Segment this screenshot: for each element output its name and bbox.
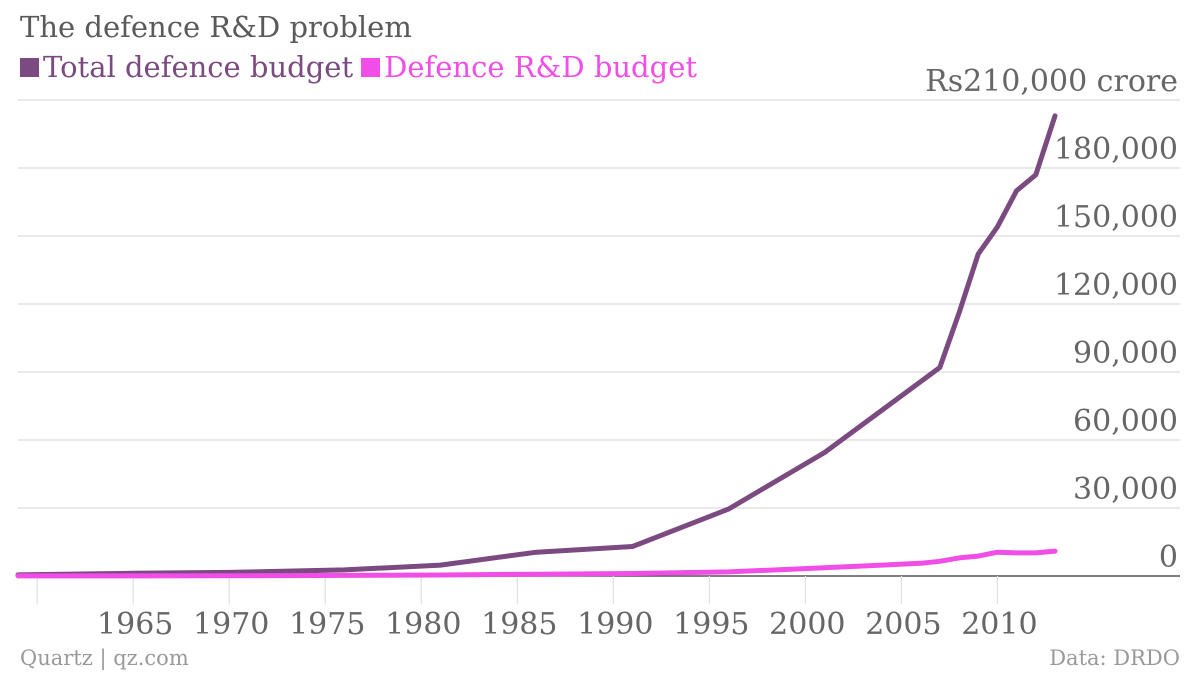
y-tick-label: 150,000: [1054, 200, 1178, 235]
legend-label-rd-budget: Defence R&D budget: [384, 50, 698, 84]
footer-source: Data: DRDO: [1049, 646, 1180, 670]
x-tick-label: 1965: [97, 607, 173, 642]
x-tick-label: 1970: [193, 607, 269, 642]
legend-item-total-budget: Total defence budget: [20, 50, 353, 84]
legend-label-total-budget: Total defence budget: [43, 50, 354, 84]
x-tick-label: 2010: [961, 607, 1037, 642]
x-tick-label: 1995: [673, 607, 749, 642]
y-tick-label: 60,000: [1073, 404, 1178, 439]
y-tick-label: 0: [1159, 540, 1178, 575]
y-tick-label: 180,000: [1054, 132, 1178, 167]
legend-swatch-total-budget: [20, 57, 39, 77]
series-line-rd-budget: [15, 548, 1058, 579]
x-tick-label: 1975: [289, 607, 365, 642]
x-tick-label: 1980: [385, 607, 461, 642]
legend-swatch-rd-budget: [361, 57, 381, 77]
series-line-total-budget: [15, 113, 1058, 578]
chart-title: The defence R&D problem: [20, 10, 412, 44]
y-tick-label: 30,000: [1073, 472, 1178, 507]
legend: Total defence budget Defence R&D budget: [20, 50, 705, 84]
x-tick-label: 1985: [481, 607, 557, 642]
y-tick-label: 90,000: [1073, 336, 1178, 371]
footer-credit: Quartz | qz.com: [20, 646, 189, 670]
y-tick-label: Rs210,000 crore: [925, 64, 1178, 99]
legend-item-rd-budget: Defence R&D budget: [361, 50, 697, 84]
x-tick-label: 1990: [577, 607, 653, 642]
y-tick-label: 120,000: [1054, 268, 1178, 303]
x-tick-label: 2005: [865, 607, 941, 642]
x-tick-label: 2000: [769, 607, 845, 642]
